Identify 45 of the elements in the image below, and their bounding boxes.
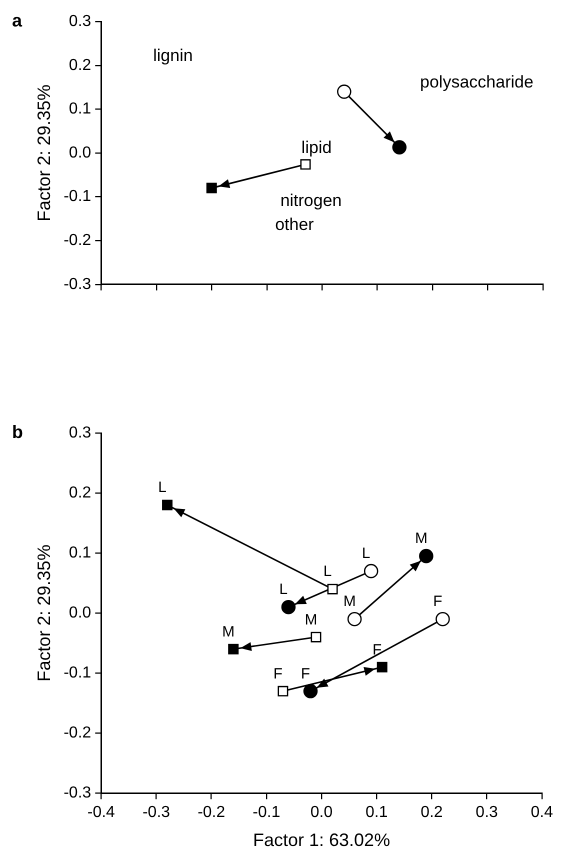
- y-tick-label: -0.2: [64, 724, 92, 742]
- annotation: M: [222, 623, 235, 640]
- chart-title: b: [12, 422, 23, 442]
- y-tick-label: 0.0: [68, 604, 92, 622]
- y-tick-label: -0.2: [64, 232, 92, 250]
- annotation: L: [362, 545, 370, 562]
- y-tick-label: 0.1: [68, 100, 92, 118]
- y-tick-label: 0.3: [68, 424, 92, 442]
- y-axis-title: Factor 2: 29.35%: [34, 84, 54, 222]
- annotation: lipid: [301, 138, 332, 158]
- x-tick-label: -0.4: [87, 804, 116, 822]
- y-tick-label: 0.0: [68, 144, 92, 162]
- annotation: polysaccharide: [420, 72, 534, 92]
- y-tick-label: -0.1: [64, 188, 92, 206]
- x-tick-label: -0.2: [198, 804, 226, 822]
- annotation: L: [323, 563, 332, 580]
- annotation: nitrogen: [280, 190, 342, 210]
- x-tick-label: 0.0: [310, 804, 333, 822]
- x-tick-label: -0.1: [252, 804, 280, 822]
- annotation: M: [414, 530, 428, 548]
- annotation: L: [158, 479, 166, 496]
- annotation: F: [433, 593, 442, 610]
- x-tick-label: 0.1: [365, 804, 388, 822]
- annotation: M: [304, 611, 318, 628]
- y-tick-label: 0.2: [68, 484, 92, 502]
- annotation: lignin: [153, 46, 193, 66]
- x-tick-label: 0.4: [530, 804, 554, 822]
- y-tick-label: -0.1: [64, 664, 92, 682]
- y-tick-label: 0.3: [68, 13, 92, 30]
- x-tick-label: -0.3: [142, 804, 170, 822]
- y-tick-label: -0.3: [64, 276, 92, 293]
- annotation: M: [343, 593, 356, 610]
- y-axis-title: Factor 2: 29.35%: [34, 544, 54, 682]
- y-tick-label: 0.2: [68, 56, 92, 74]
- annotation: other: [275, 214, 314, 234]
- x-tick-label: 0.2: [420, 804, 443, 822]
- x-tick-label: 0.3: [476, 804, 498, 822]
- annotation: F: [300, 665, 310, 682]
- annotation: F: [372, 641, 382, 658]
- annotation: L: [279, 581, 288, 598]
- y-tick-label: 0.1: [68, 544, 92, 562]
- x-axis-title: Factor 1: 63.02%: [252, 830, 390, 850]
- y-tick-label: -0.3: [64, 784, 92, 802]
- chart-title: a: [12, 10, 23, 31]
- annotation: F: [273, 665, 283, 682]
